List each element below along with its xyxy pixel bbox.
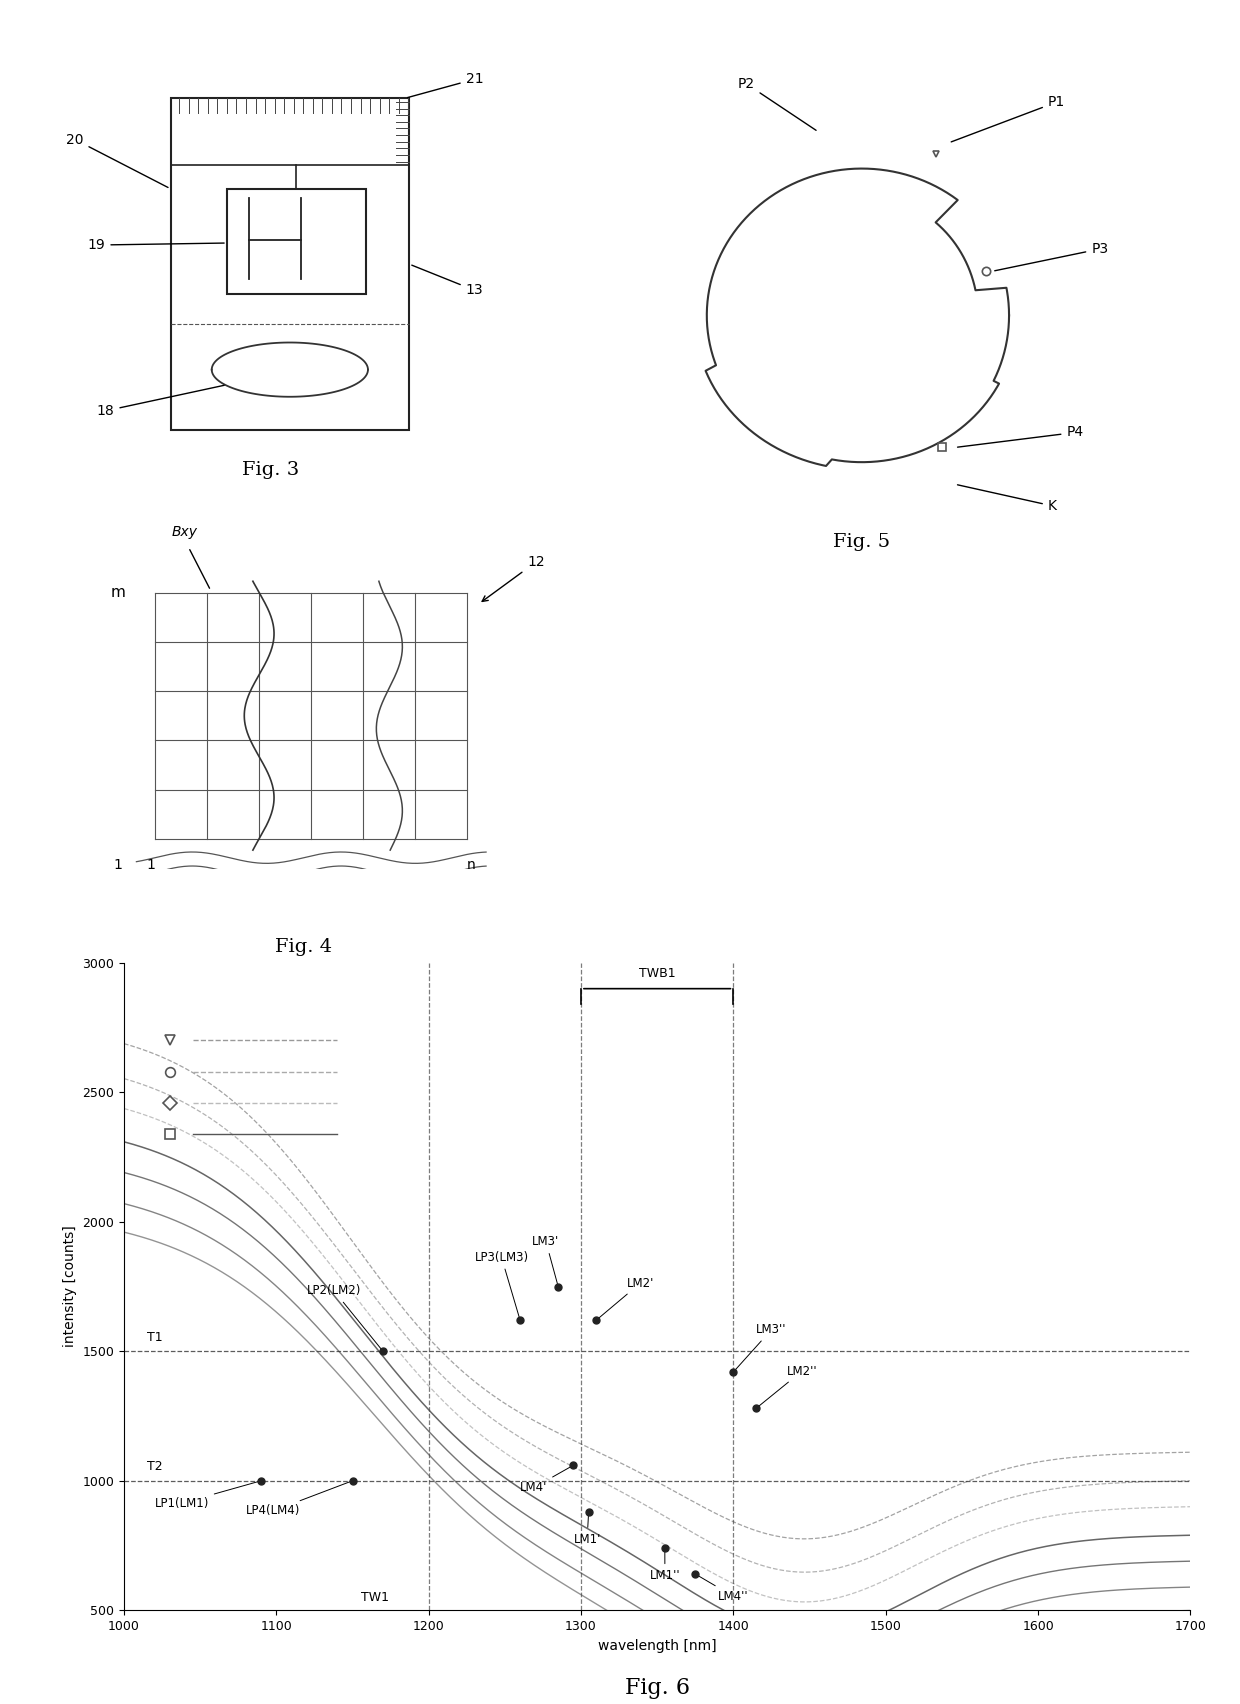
Text: 1: 1 — [146, 859, 156, 872]
Text: Fig. 5: Fig. 5 — [833, 533, 890, 550]
Text: 18: 18 — [97, 385, 224, 417]
Text: Fig. 4: Fig. 4 — [275, 939, 332, 956]
Text: Fig. 6: Fig. 6 — [625, 1677, 689, 1699]
Text: P3: P3 — [994, 242, 1109, 271]
Text: LM2': LM2' — [599, 1276, 655, 1319]
Text: LP3(LM3): LP3(LM3) — [475, 1251, 528, 1317]
Text: LM4'': LM4'' — [698, 1576, 749, 1603]
Text: 12: 12 — [482, 556, 544, 602]
Text: 21: 21 — [408, 72, 484, 97]
Bar — [227, 189, 366, 295]
X-axis label: wavelength [nm]: wavelength [nm] — [598, 1639, 717, 1653]
Text: P4: P4 — [957, 426, 1084, 446]
Text: T2: T2 — [146, 1460, 162, 1474]
Bar — [171, 99, 409, 429]
Text: LM3'': LM3'' — [735, 1322, 786, 1370]
Text: LP2(LM2): LP2(LM2) — [306, 1285, 381, 1350]
Text: LM3': LM3' — [532, 1235, 559, 1283]
Text: 20: 20 — [66, 133, 169, 187]
Text: 1: 1 — [113, 859, 123, 872]
Text: 13: 13 — [412, 266, 484, 296]
Text: LP4(LM4): LP4(LM4) — [246, 1482, 350, 1518]
Text: T1: T1 — [146, 1331, 162, 1344]
Text: TWB1: TWB1 — [639, 966, 676, 980]
Text: 19: 19 — [88, 239, 224, 252]
Text: LM4': LM4' — [520, 1467, 570, 1494]
Text: P1: P1 — [951, 95, 1065, 141]
Text: m: m — [110, 584, 125, 600]
Text: TW1: TW1 — [361, 1592, 389, 1603]
Text: LM2'': LM2'' — [759, 1365, 817, 1406]
Text: LM1': LM1' — [573, 1515, 601, 1546]
Text: LP1(LM1): LP1(LM1) — [155, 1481, 258, 1510]
Text: n: n — [466, 859, 476, 872]
Text: Fig. 3: Fig. 3 — [242, 462, 299, 479]
Text: P2: P2 — [738, 77, 816, 130]
Y-axis label: intensity [counts]: intensity [counts] — [63, 1225, 77, 1348]
Text: K: K — [957, 486, 1056, 513]
Text: Bxy: Bxy — [172, 525, 197, 538]
Text: LM1'': LM1'' — [650, 1551, 681, 1583]
